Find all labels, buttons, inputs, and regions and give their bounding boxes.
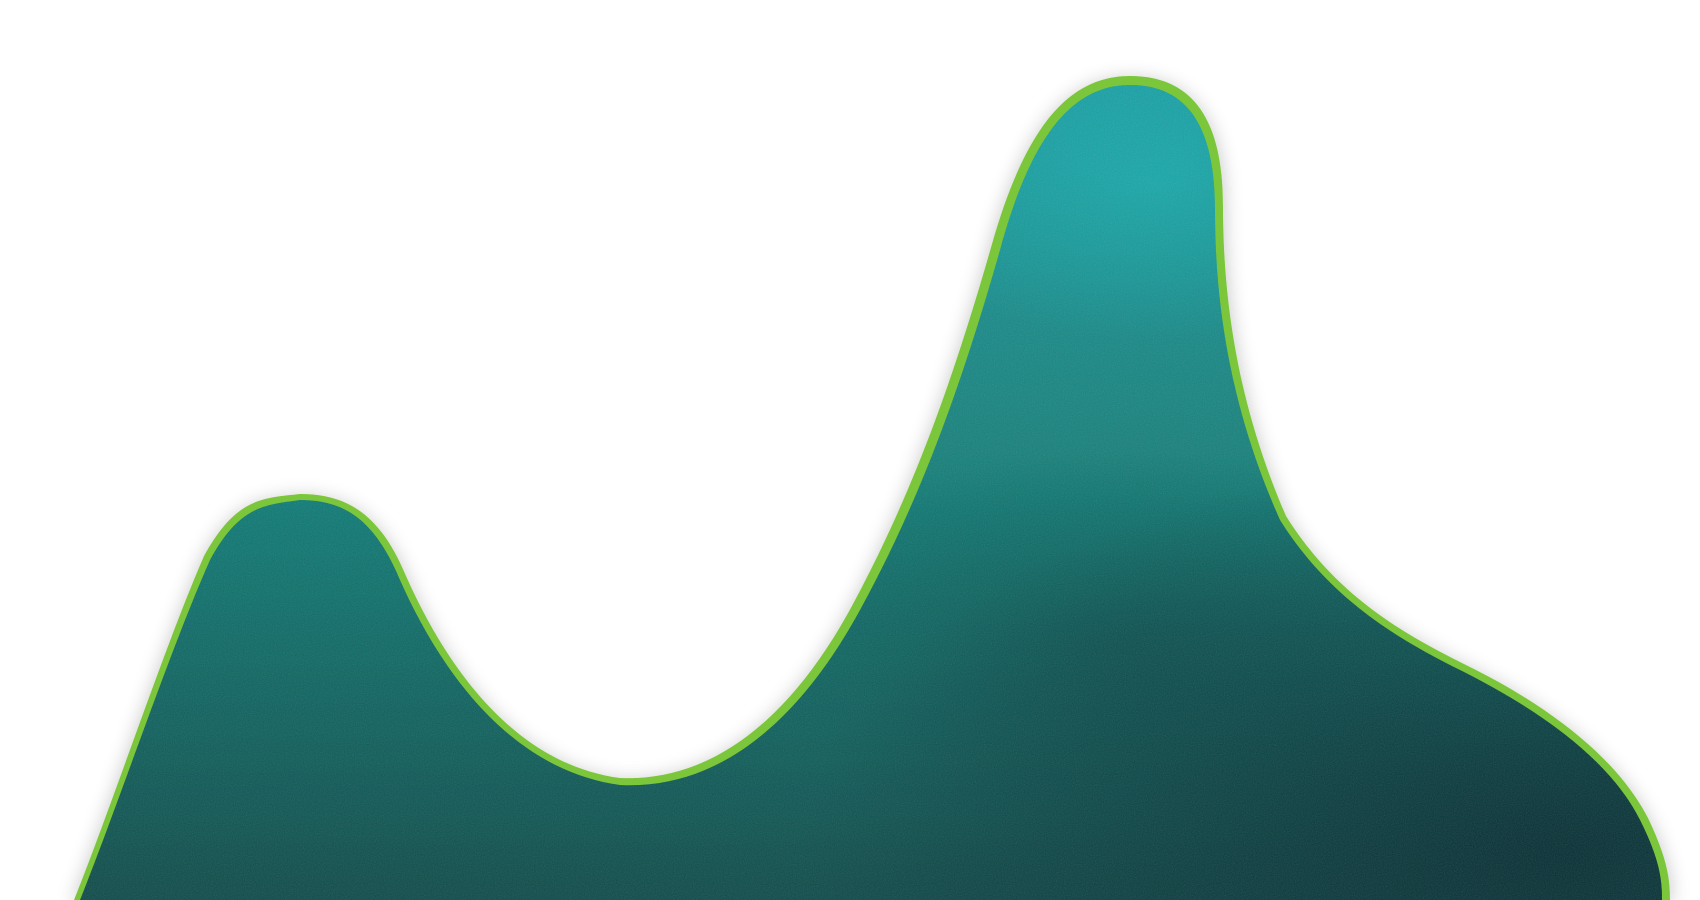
canvas-texture bbox=[80, 85, 1662, 900]
painted-hills-artwork bbox=[74, 76, 1670, 900]
